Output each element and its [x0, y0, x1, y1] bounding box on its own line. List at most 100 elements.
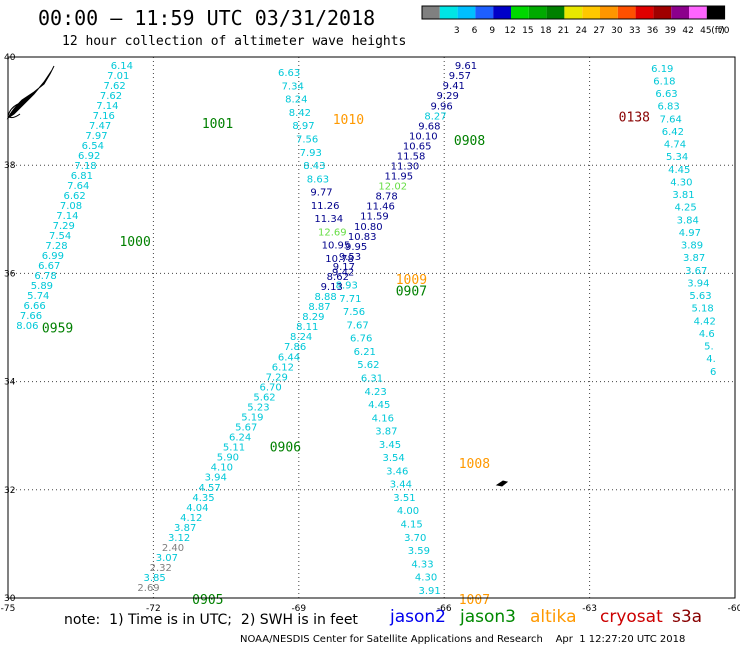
legend-swatch — [422, 6, 440, 19]
legend-tick-label: 42 — [682, 26, 693, 36]
swh-value-label: 6.24 — [229, 433, 251, 444]
swh-value-label: 8.62 — [327, 272, 349, 283]
legend-swatch — [617, 6, 636, 19]
swh-value-label: 7.66 — [20, 311, 42, 322]
pass-time-label: 0138 — [619, 111, 650, 126]
swh-value-label: 9.61 — [455, 61, 477, 72]
swh-value-label: 10.95 — [322, 241, 351, 252]
swh-value-label: 6 — [710, 367, 716, 378]
swh-value-label: 3.94 — [687, 278, 709, 289]
credit-line: NOAA/NESDIS Center for Satellite Applica… — [240, 634, 686, 645]
legend-tick-label: 45 — [700, 26, 711, 36]
legend-tick-label: 21 — [558, 26, 569, 36]
bermuda-island — [495, 480, 509, 487]
swh-value-label: 7.64 — [660, 114, 682, 125]
swh-value-label: 2.32 — [150, 563, 172, 574]
swh-value-label: 5.63 — [689, 291, 711, 302]
legend-swatch — [706, 6, 725, 19]
swh-value-label: 4.42 — [694, 316, 716, 327]
legend-tick-label: 6 — [472, 26, 478, 36]
swh-value-label: 7.97 — [85, 131, 107, 142]
swh-value-label: 4.45 — [668, 165, 690, 176]
legend-tick-label: 36 — [647, 26, 659, 36]
swh-value-label: 6.66 — [24, 301, 46, 312]
x-tick-label: -63 — [582, 604, 597, 614]
x-tick-label: -72 — [146, 604, 161, 614]
swh-value-label: 5.19 — [241, 413, 263, 424]
swh-value-label: 8.97 — [292, 121, 314, 132]
swh-value-label: 11.58 — [397, 151, 426, 162]
legend-swatch — [493, 6, 511, 19]
swh-value-label: 4.16 — [372, 413, 394, 424]
swh-value-label: 6.67 — [38, 261, 60, 272]
swh-value-label: 7.93 — [300, 148, 322, 159]
swh-value-label: 12.69 — [318, 227, 347, 238]
pass-time-label: 0959 — [42, 322, 73, 337]
swh-value-label: 3.70 — [404, 533, 426, 544]
swh-value-label: 7.54 — [49, 231, 71, 242]
swh-value-label: 10.10 — [409, 131, 438, 142]
swh-value-label: 9.53 — [339, 252, 361, 263]
legend-unit: (ft) — [711, 26, 725, 36]
legend-jason2: jason2 — [390, 607, 446, 627]
swh-value-label: 6.21 — [354, 347, 376, 358]
swh-value-label: 5.18 — [691, 304, 713, 315]
swh-value-label: 2.40 — [162, 543, 184, 554]
plot-frame — [7, 56, 736, 599]
swh-value-label: 6.54 — [82, 141, 104, 152]
swh-value-label: 6.44 — [278, 352, 300, 363]
swh-value-label: 9.57 — [449, 71, 471, 82]
swh-value-label: 4.04 — [186, 503, 208, 514]
swh-value-label: 10.65 — [403, 141, 432, 152]
swh-value-label: 3.07 — [156, 553, 178, 564]
legend-jason3: jason3 — [460, 607, 516, 627]
swh-value-label: 12.02 — [378, 182, 407, 193]
page-title: 00:00 – 11:59 UTC 03/31/2018 — [38, 6, 376, 30]
legend-swatch — [582, 6, 600, 19]
pass-time-label: 1000 — [119, 235, 150, 250]
swh-value-label: 9.42 — [332, 267, 354, 278]
swh-value-label: 3.87 — [375, 427, 397, 438]
swh-value-label: 3.84 — [677, 215, 699, 226]
swh-value-label: 7.28 — [45, 241, 67, 252]
swh-value-label: 5.90 — [217, 453, 239, 464]
swh-value-label: 3.44 — [390, 480, 412, 491]
y-tick-label: 32 — [4, 486, 15, 496]
swh-value-label: 4.30 — [670, 177, 692, 188]
swh-value-label: 8.24 — [290, 332, 312, 343]
x-tick-label: -75 — [1, 604, 16, 614]
swh-value-label: 6.62 — [64, 191, 86, 202]
swh-value-label: 11.26 — [311, 201, 340, 212]
swh-value-label: 7.67 — [346, 320, 368, 331]
legend-s3a: s3a — [672, 607, 703, 627]
y-tick-label: 40 — [4, 53, 16, 63]
legend-tick-label: 9 — [489, 26, 495, 36]
swh-value-label: 5.67 — [235, 423, 257, 434]
pass-time-label: 1010 — [333, 113, 364, 128]
swh-value-label: 2.69 — [137, 583, 159, 594]
legend-tick-label: 12 — [504, 26, 515, 36]
swh-value-label: 4.33 — [411, 559, 433, 570]
swh-value-label: 5.11 — [223, 443, 245, 454]
swh-value-label: 3.54 — [382, 453, 404, 464]
swh-value-label: 7.47 — [89, 121, 111, 132]
swh-value-label: 3.12 — [168, 533, 190, 544]
swh-value-label: 6.99 — [42, 251, 64, 262]
swh-value-label: 8.27 — [424, 111, 446, 122]
swh-value-label: 7.64 — [67, 181, 89, 192]
legend-tick-label: 33 — [629, 26, 640, 36]
swh-value-label: 9.41 — [443, 81, 465, 92]
swh-value-label: 4.45 — [368, 400, 390, 411]
pass-time-label: 0906 — [270, 441, 301, 456]
swh-value-label: 3.81 — [672, 190, 694, 201]
swh-value-label: 9.68 — [418, 121, 440, 132]
footer-note: note: 1) Time is in UTC; 2) SWH is in fe… — [64, 612, 358, 628]
swh-value-label: 7.62 — [100, 91, 122, 102]
swh-value-label: 3.87 — [174, 523, 196, 534]
legend-swatch — [475, 6, 494, 19]
swh-value-label: 3.51 — [393, 493, 415, 504]
swh-value-label: 6.63 — [278, 68, 300, 79]
legend-tick-label: 39 — [665, 26, 677, 36]
swh-value-label: 8.63 — [307, 174, 329, 185]
swh-value-label: 5.62 — [253, 392, 275, 403]
